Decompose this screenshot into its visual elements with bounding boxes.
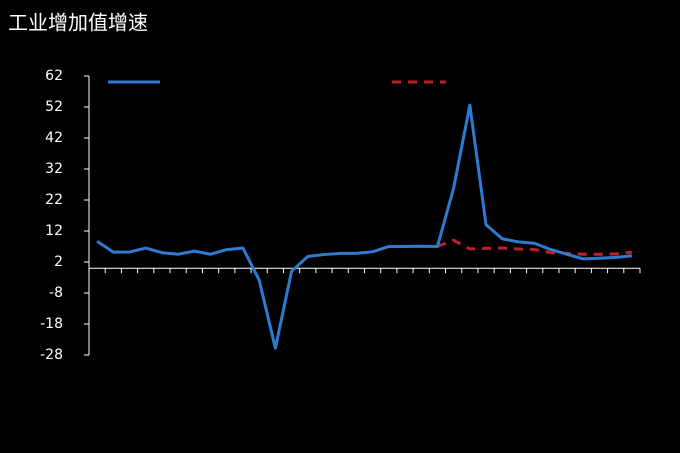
series-line (436, 238, 633, 256)
y-tick-label: -28 (40, 347, 63, 363)
y-tick-label: -8 (49, 285, 63, 301)
y-tick-label: 12 (45, 223, 63, 239)
y-tick-label: 52 (45, 99, 63, 115)
y-tick-label: 42 (45, 130, 63, 146)
y-tick-label: 2 (54, 254, 63, 270)
y-tick-label: 22 (45, 192, 63, 208)
chart-title: 工业增加值增速 (8, 11, 148, 35)
y-tick-label: -18 (40, 316, 63, 332)
y-tick-label: 62 (45, 68, 63, 84)
y-tick-label: 32 (45, 161, 63, 177)
series-line (96, 103, 633, 350)
